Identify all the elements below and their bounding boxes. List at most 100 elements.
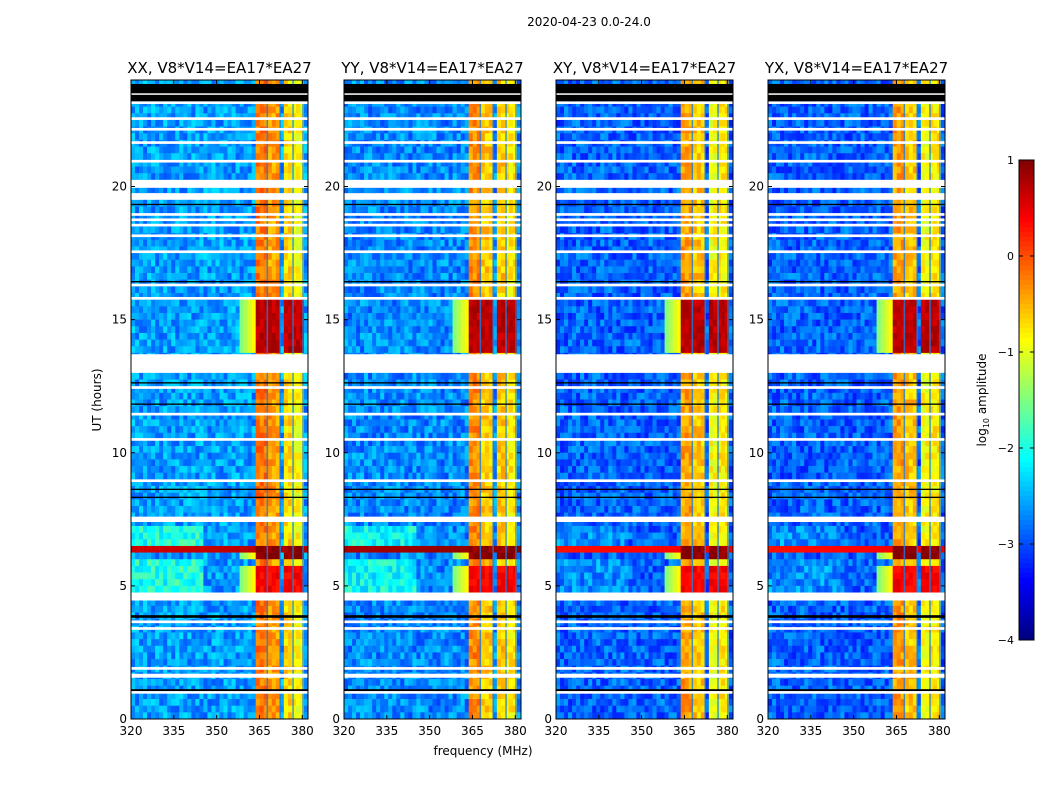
heatmap-cell — [255, 466, 261, 474]
heatmap-cell — [151, 312, 156, 320]
heatmap-cell — [267, 632, 273, 640]
heatmap-cell — [187, 652, 192, 660]
heatmap-cell — [135, 599, 140, 607]
heatmap-cell — [247, 199, 252, 207]
heatmap-cell — [199, 199, 204, 207]
heatmap-cell — [299, 545, 305, 553]
heatmap-cell — [187, 499, 192, 507]
heatmap-cell — [251, 253, 256, 261]
heatmap-cell — [139, 299, 144, 307]
heatmap-cell — [251, 339, 256, 347]
heatmap-cell — [243, 565, 248, 573]
heatmap-cell — [247, 639, 252, 647]
heatmap-cell — [291, 605, 297, 613]
heatmap-cell — [271, 339, 277, 347]
heatmap-cell — [227, 392, 232, 400]
heatmap-cell — [211, 545, 216, 553]
heatmap-cell — [291, 712, 297, 720]
heatmap-cell — [171, 639, 176, 647]
heatmap-cell — [183, 692, 188, 700]
heatmap-cell — [251, 332, 256, 340]
heatmap-cell — [139, 219, 144, 227]
heatmap-cell — [159, 512, 164, 520]
heatmap-cell — [235, 599, 240, 607]
heatmap-cell — [151, 273, 156, 280]
heatmap-cell — [388, 166, 393, 174]
heatmap-cell — [183, 512, 188, 520]
heatmap-cell — [223, 605, 228, 613]
heatmap-cell — [255, 652, 261, 660]
heatmap-cell — [243, 599, 248, 607]
heatmap-cell — [239, 572, 244, 580]
heatmap-cell — [279, 419, 285, 427]
heatmap-cell — [191, 605, 196, 613]
heatmap-cell — [135, 585, 140, 593]
heatmap-cell — [203, 146, 208, 154]
heatmap-cell — [215, 372, 220, 380]
heatmap-cell — [163, 219, 168, 227]
heatmap-cell — [171, 659, 176, 667]
heatmap-cell — [155, 392, 160, 400]
heatmap-cell — [243, 519, 248, 527]
heatmap-cell — [279, 459, 285, 467]
heatmap-cell — [243, 492, 248, 500]
heatmap-cell — [436, 106, 441, 114]
heatmap-cell — [131, 319, 136, 327]
heatmap-cell — [203, 219, 208, 227]
heatmap-cell — [291, 219, 297, 227]
heatmap-cell — [279, 372, 285, 380]
heatmap-cell — [139, 286, 144, 294]
heatmap-cell — [440, 173, 445, 181]
heatmap-cell — [131, 273, 136, 280]
heatmap-cell — [215, 186, 220, 194]
heatmap-cell — [263, 186, 269, 194]
heatmap-cell — [271, 599, 277, 607]
heatmap-cell — [155, 319, 160, 327]
heatmap-cell — [143, 166, 148, 174]
heatmap-cell — [271, 519, 277, 527]
heatmap-cell — [271, 199, 277, 207]
heatmap-cell — [231, 652, 236, 660]
heatmap-cell — [247, 113, 252, 121]
heatmap-cell — [139, 319, 144, 327]
heatmap-cell — [496, 146, 502, 154]
heatmap-cell — [187, 599, 192, 607]
heatmap-cell — [135, 173, 140, 181]
heatmap-cell — [203, 506, 208, 513]
heatmap-cell — [175, 319, 180, 327]
heatmap-cell — [231, 159, 236, 167]
heatmap-cell — [143, 259, 148, 267]
heatmap-cell — [480, 173, 486, 181]
heatmap-cell — [360, 173, 365, 181]
heatmap-cell — [283, 319, 289, 327]
heatmap-cell — [247, 565, 252, 573]
heatmap-cell — [227, 293, 232, 300]
heatmap-cell — [251, 525, 256, 533]
heatmap-cell — [376, 166, 381, 174]
heatmap-cell — [171, 525, 176, 533]
heatmap-cell — [215, 406, 220, 414]
heatmap-cell — [155, 679, 160, 687]
heatmap-cell — [199, 572, 204, 580]
heatmap-cell — [211, 106, 216, 114]
heatmap-cell — [275, 186, 281, 194]
heatmap-cell — [235, 153, 240, 161]
heatmap-cell — [255, 552, 261, 560]
heatmap-cell — [259, 153, 265, 161]
heatmap-cell — [215, 519, 220, 527]
heatmap-cell — [287, 279, 293, 287]
heatmap-cell — [267, 319, 273, 327]
heatmap-cell — [183, 446, 188, 454]
heatmap-cell — [271, 119, 277, 127]
axes-frame — [130, 79, 309, 720]
heatmap-cell — [283, 419, 289, 427]
heatmap-cell — [179, 319, 184, 327]
heatmap-cell — [219, 339, 224, 347]
heatmap-cell — [448, 166, 453, 174]
heatmap-cell — [360, 80, 365, 87]
heatmap-cell — [211, 239, 216, 247]
heatmap-cell — [384, 173, 389, 181]
heatmap-cell — [207, 565, 212, 573]
heatmap-cell — [295, 652, 301, 660]
heatmap-cell — [199, 106, 204, 114]
